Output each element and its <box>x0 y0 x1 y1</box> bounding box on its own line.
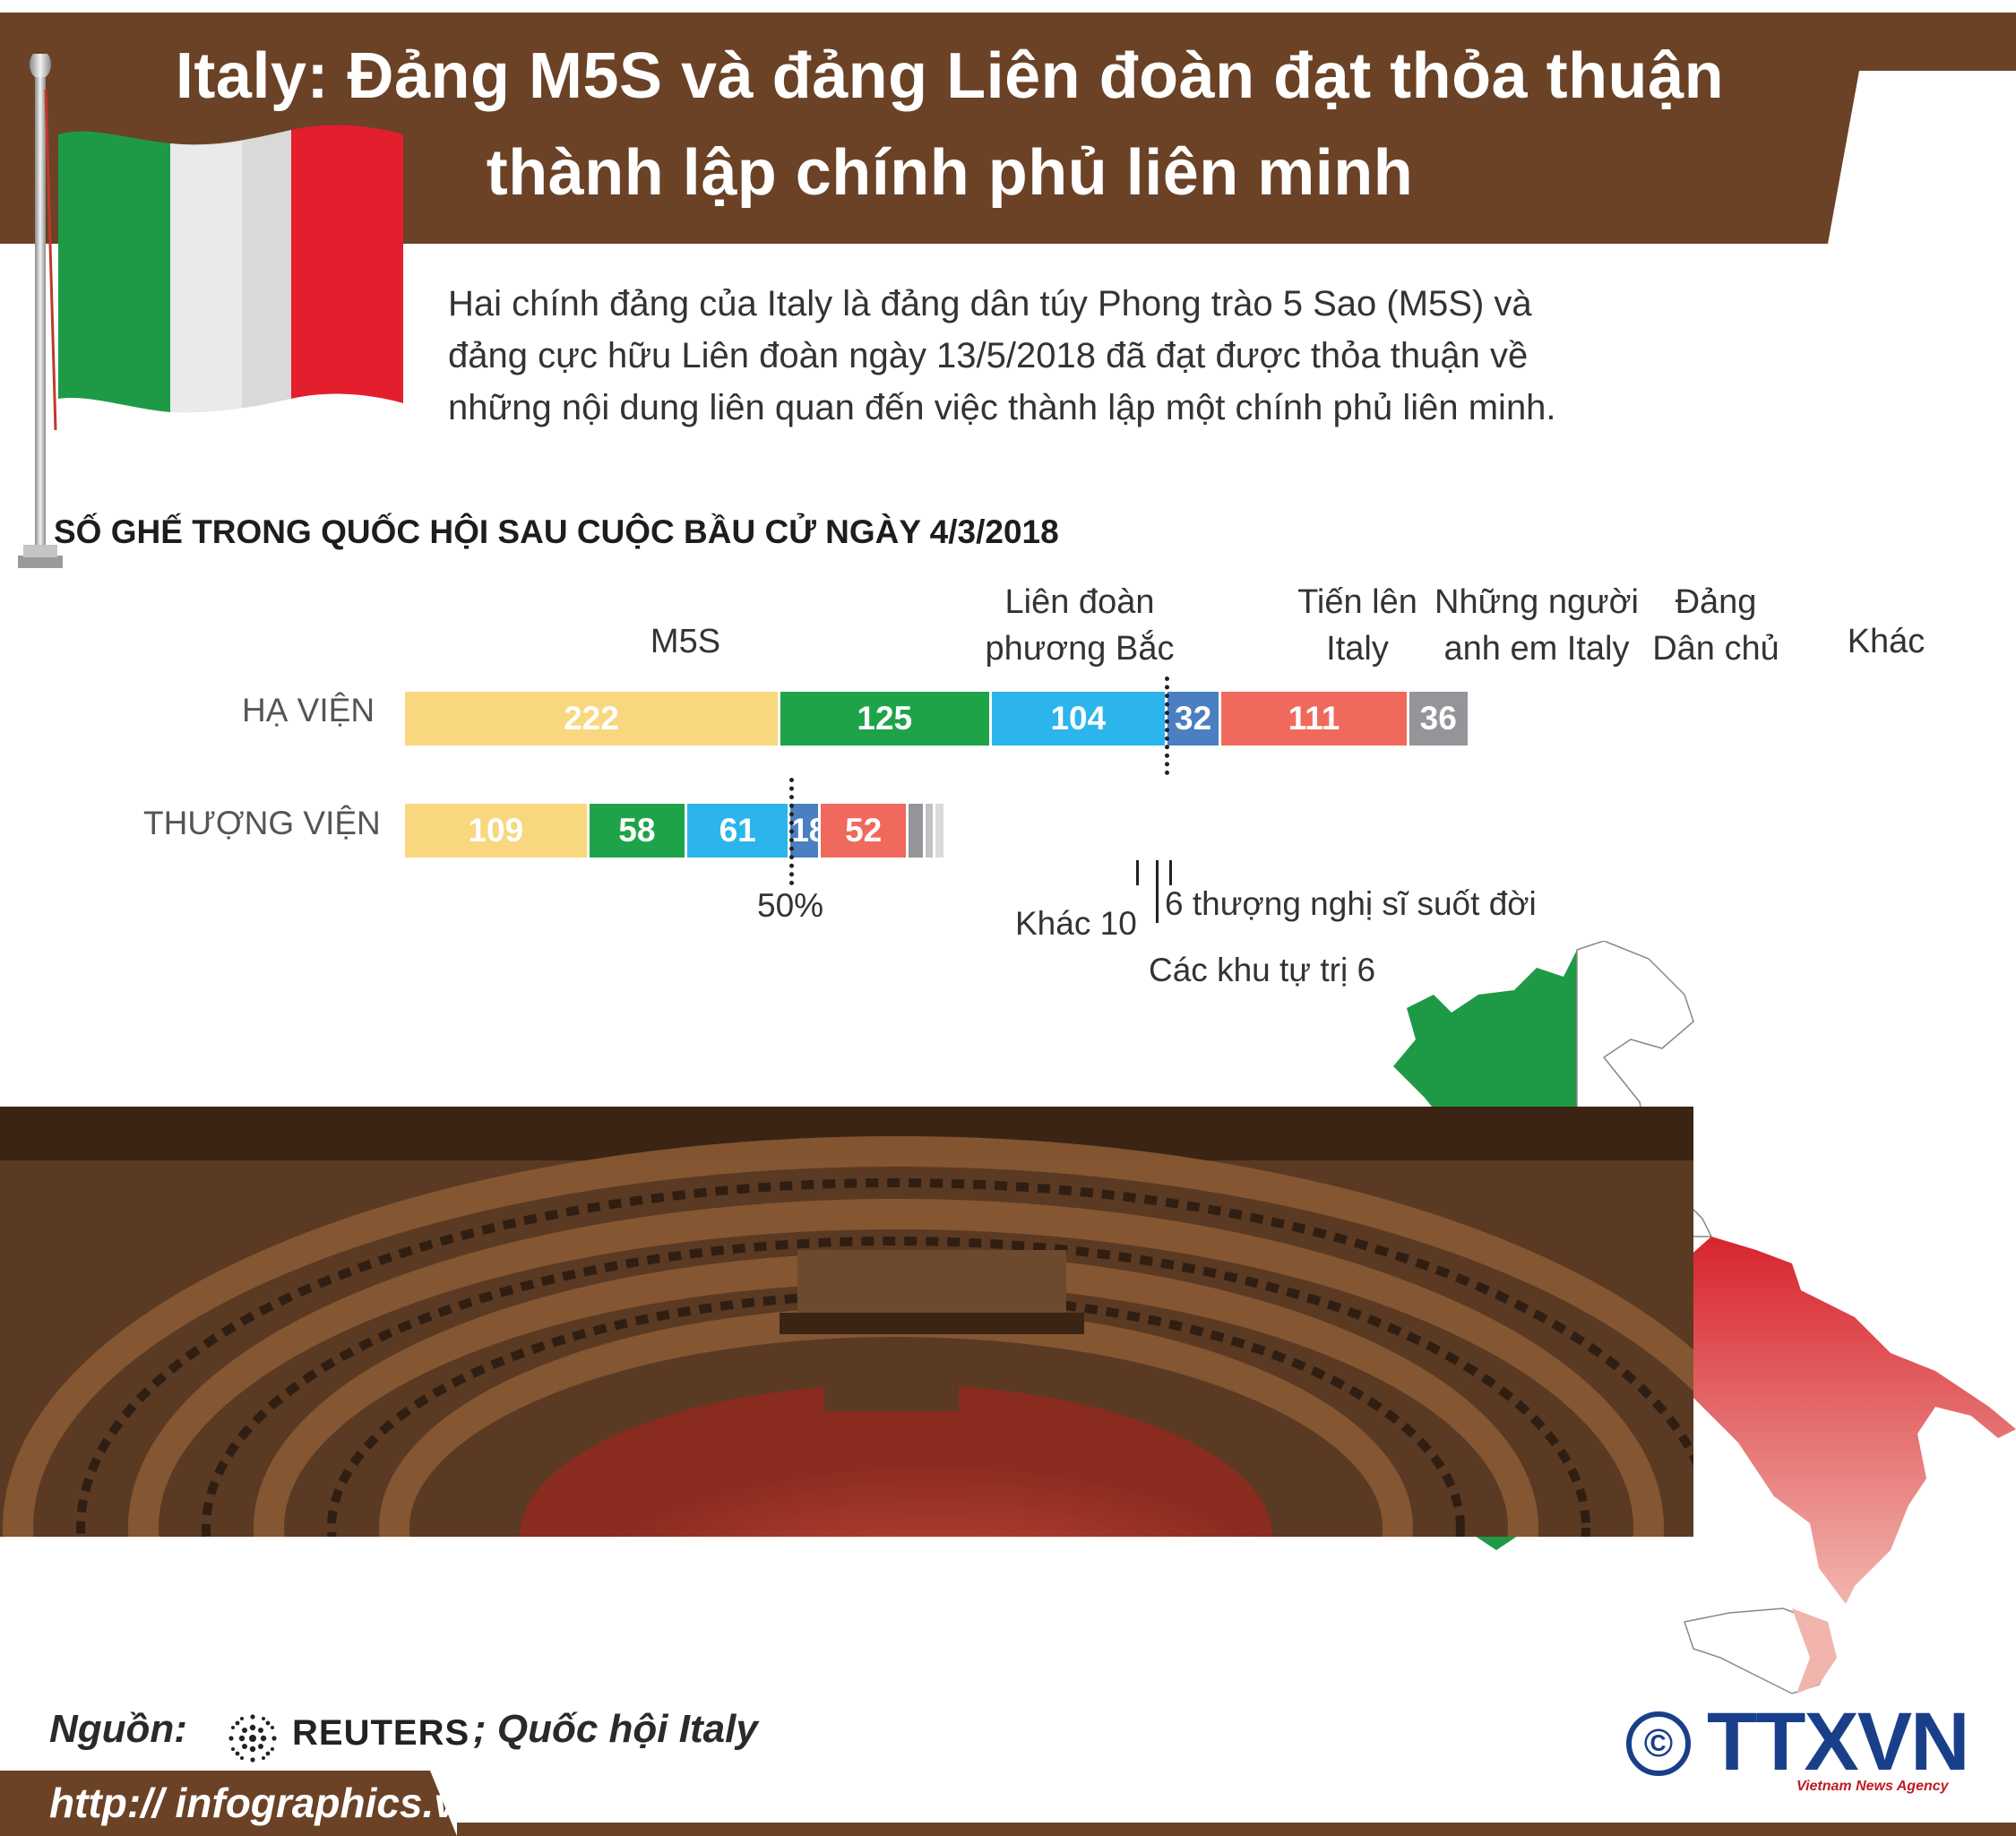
chart-title: SỐ GHẾ TRONG QUỐC HỘI SAU CUỘC BẦU CỬ NG… <box>54 513 1059 550</box>
bar-senate-extra-0 <box>926 804 934 858</box>
bar-chamber-2: 104 <box>991 692 1165 746</box>
bar-senate-2: 61 <box>687 804 788 858</box>
pointer-other <box>1136 860 1139 885</box>
row-label-senate: THƯỢNG VIỆN <box>143 805 381 841</box>
bar-senate-4: 52 <box>821 804 907 858</box>
intro-line-1: Hai chính đảng của Italy là đảng dân túy… <box>448 284 1532 323</box>
note-senate-other: Khác 10 <box>1015 905 1137 942</box>
label-fi-2: Italy <box>1326 630 1389 668</box>
label-fdi-2: anh em Italy <box>1443 630 1630 668</box>
bar-senate-3: 18 <box>790 804 819 858</box>
intro-line-3: những nội dung liên quan đến việc thành … <box>448 388 1556 427</box>
bar-chamber-5: 36 <box>1409 692 1468 746</box>
majority-line-chamber <box>1165 677 1169 775</box>
reuters-wordmark: REUTERS <box>292 1713 470 1753</box>
label-m5s: M5S <box>650 623 721 660</box>
source-extra: ; Quốc hội Italy <box>473 1707 758 1751</box>
bar-chamber-1: 125 <box>780 692 989 746</box>
parliament-hemicycle-image <box>0 1107 1693 1537</box>
title-banner <box>0 13 2016 244</box>
majority-label: 50% <box>757 887 824 924</box>
source-label: Nguồn: <box>49 1707 187 1751</box>
url-bar <box>0 1771 2016 1836</box>
page-title-line1: Italy: Đảng M5S và đảng Liên đoàn đạt th… <box>175 40 1725 112</box>
bar-senate-1: 58 <box>589 804 685 858</box>
pointer-life <box>1169 860 1172 885</box>
bar-senate-0: 109 <box>405 804 587 858</box>
row-label-chamber: HẠ VIỆN <box>242 692 375 728</box>
label-pd-2: Dân chủ <box>1652 630 1779 668</box>
label-lega-2: phương Bắc <box>985 630 1175 668</box>
label-fdi-1: Những người <box>1434 583 1639 621</box>
agency-subtitle: Vietnam News Agency <box>1796 1779 1949 1794</box>
intro-paragraph: Hai chính đảng của Italy là đảng dân túy… <box>448 278 1846 434</box>
page-title-line2: thành lập chính phủ liên minh <box>486 137 1414 209</box>
bar-senate-extra-1 <box>935 804 943 858</box>
majority-line-senate <box>789 778 794 885</box>
label-other: Khác <box>1847 623 1926 660</box>
site-url: http:// infographics.vn <box>49 1780 482 1826</box>
bar-chamber-4: 111 <box>1221 692 1407 746</box>
bar-senate-5 <box>909 804 924 858</box>
note-senate-life: 6 thượng nghị sĩ suốt đời <box>1165 885 1537 922</box>
pointer-regions <box>1156 860 1159 923</box>
bar-chamber-3: 32 <box>1167 692 1219 746</box>
label-fi-1: Tiến lên <box>1297 583 1417 621</box>
note-senate-regions: Các khu tự trị 6 <box>1149 952 1376 988</box>
agency-logo: TTXVN <box>1707 1696 1970 1788</box>
bar-chamber-0: 222 <box>405 692 778 746</box>
reuters-logo-icon <box>228 1714 277 1763</box>
label-lega-1: Liên đoàn <box>1004 583 1155 621</box>
label-pd-1: Đảng <box>1675 583 1757 621</box>
seat-chart: M5S Liên đoàn phương Bắc Tiến lên Italy … <box>143 583 1926 988</box>
italy-flag-icon <box>18 54 403 568</box>
copyright-icon: © <box>1626 1711 1691 1776</box>
intro-line-2: đảng cực hữu Liên đoàn ngày 13/5/2018 đã… <box>448 336 1529 375</box>
